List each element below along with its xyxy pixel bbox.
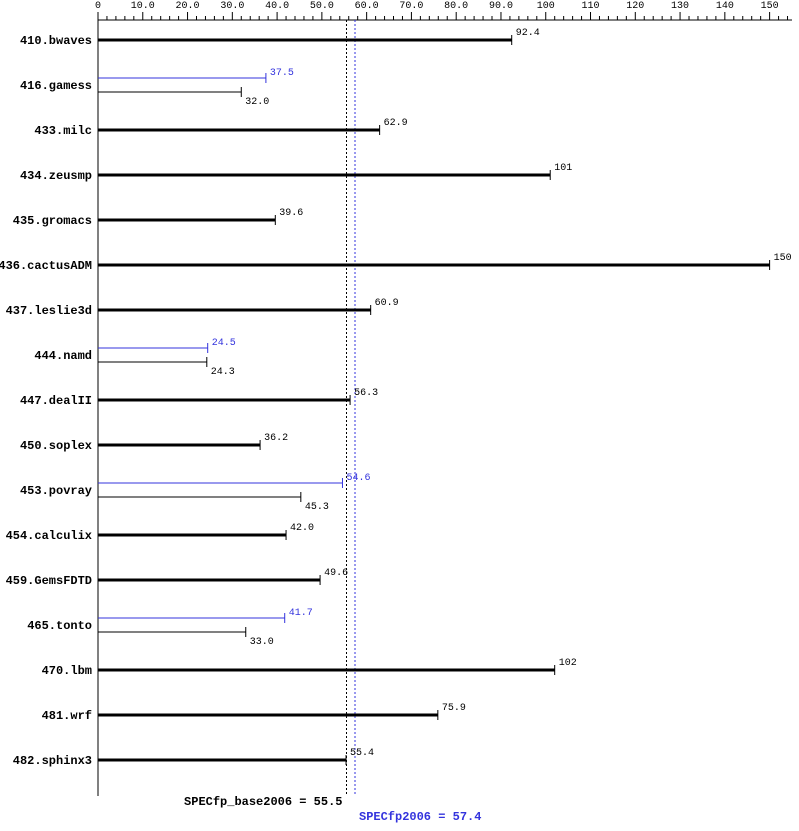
tick-label: 60.0 (355, 1, 379, 12)
base-value-label: 75.9 (442, 703, 466, 714)
base-value-label: 92.4 (516, 28, 540, 39)
tick-label: 130 (671, 1, 689, 12)
tick-label: 10.0 (131, 1, 155, 12)
tick-label: 30.0 (220, 1, 244, 12)
tick-label: 150 (761, 1, 779, 12)
benchmark-label: 482.sphinx3 (13, 754, 92, 768)
benchmark-label: 453.povray (20, 484, 92, 498)
benchmark-label: 437.leslie3d (6, 304, 92, 318)
benchmark-label: 450.soplex (20, 439, 92, 453)
benchmark-label: 481.wrf (42, 709, 92, 723)
benchmark-label: 447.dealII (20, 394, 92, 408)
tick-label: 140 (716, 1, 734, 12)
base-value-label: 45.3 (305, 502, 329, 513)
benchmark-label: 444.namd (34, 349, 92, 363)
benchmark-label: 416.gamess (20, 79, 92, 93)
benchmark-label: 435.gromacs (13, 214, 92, 228)
tick-label: 110 (582, 1, 600, 12)
tick-label: 20.0 (176, 1, 200, 12)
tick-label: 80.0 (444, 1, 468, 12)
base-reference-label: SPECfp_base2006 = 55.5 (184, 795, 342, 809)
base-value-label: 33.0 (250, 637, 274, 648)
tick-label: 90.0 (489, 1, 513, 12)
benchmark-label: 436.cactusADM (0, 259, 92, 273)
tick-label: 40.0 (265, 1, 289, 12)
peak-value-label: 24.5 (212, 338, 236, 349)
base-value-label: 150 (774, 253, 792, 264)
base-value-label: 42.0 (290, 523, 314, 534)
base-value-label: 49.6 (324, 568, 348, 579)
benchmark-label: 454.calculix (6, 529, 92, 543)
benchmark-label: 410.bwaves (20, 34, 92, 48)
benchmark-label: 470.lbm (42, 664, 92, 678)
benchmark-label: 459.GemsFDTD (6, 574, 92, 588)
tick-label: 120 (626, 1, 644, 12)
peak-value-label: 54.6 (346, 473, 370, 484)
base-value-label: 32.0 (245, 97, 269, 108)
base-value-label: 60.9 (375, 298, 399, 309)
peak-value-label: 37.5 (270, 68, 294, 79)
base-value-label: 24.3 (211, 367, 235, 378)
tick-label: 70.0 (399, 1, 423, 12)
tick-label: 100 (537, 1, 555, 12)
benchmark-label: 433.milc (34, 124, 92, 138)
tick-label: 0 (95, 1, 101, 12)
base-value-label: 39.6 (279, 208, 303, 219)
peak-value-label: 41.7 (289, 608, 313, 619)
tick-label: 50.0 (310, 1, 334, 12)
base-value-label: 56.3 (354, 388, 378, 399)
base-value-label: 36.2 (264, 433, 288, 444)
benchmark-chart: 0 10.0 20.0 30.0 40.0 50.0 60.0 70.0 80.0 90.0 100… (0, 0, 799, 831)
base-value-label: 101 (554, 163, 572, 174)
base-value-label: 102 (559, 658, 577, 669)
base-value-label: 55.4 (350, 748, 374, 759)
benchmark-label: 465.tonto (27, 619, 92, 633)
peak-reference-label: SPECfp2006 = 57.4 (359, 810, 481, 824)
benchmark-label: 434.zeusmp (20, 169, 92, 183)
base-value-label: 62.9 (384, 118, 408, 129)
